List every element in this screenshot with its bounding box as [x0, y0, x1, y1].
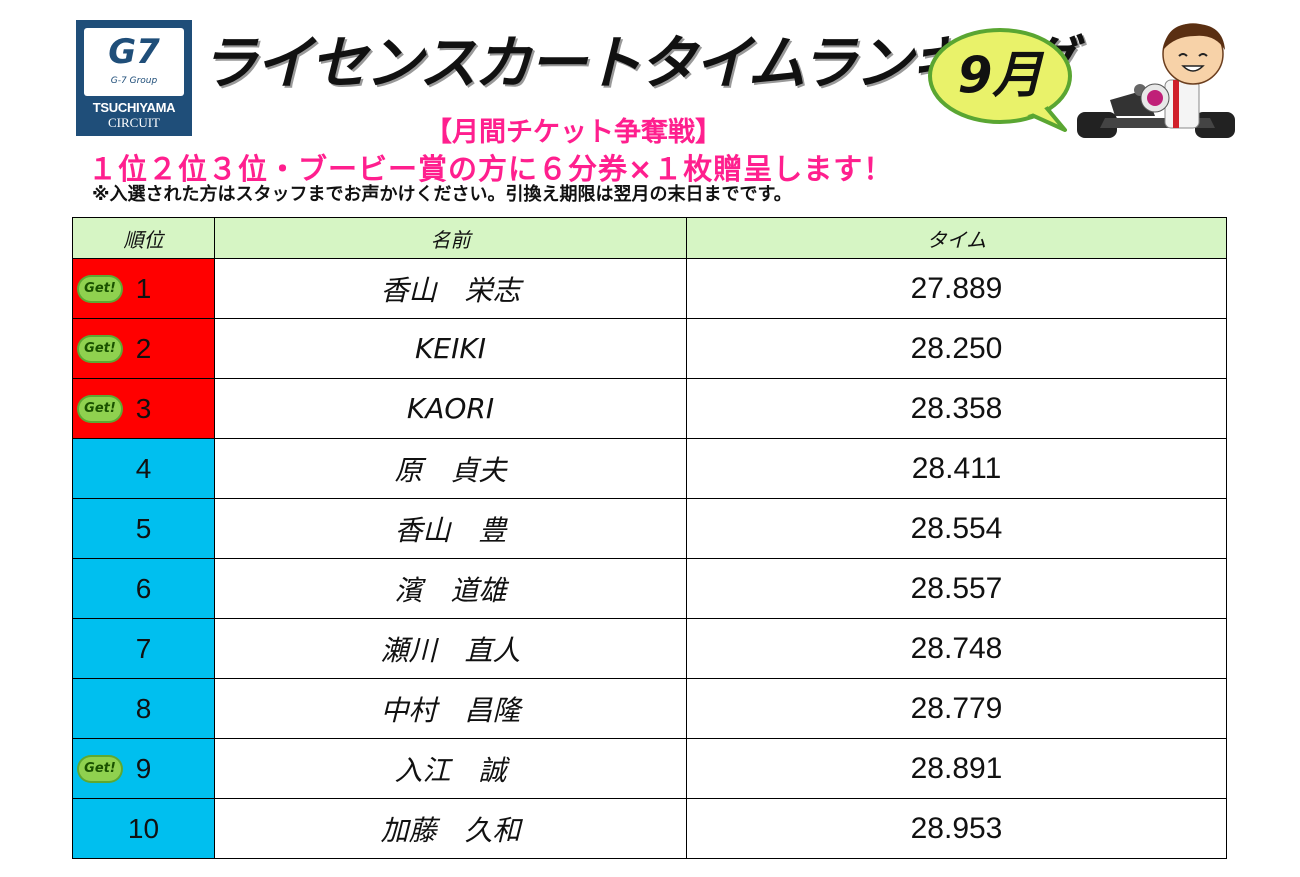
ranking-table: 順位 名前 タイム Get! 1 香山 栄志 27.889 Get! 2 KEIKI 28.2…	[72, 217, 1227, 859]
campaign-subtitle: 【月間チケット争奪戦】	[425, 117, 722, 148]
table-row: 7 瀬川 直人 28.748	[72, 618, 1227, 679]
rank-cell: 7	[72, 618, 215, 679]
rank-cell: Get! 2	[72, 318, 215, 379]
note-text: ※入選された方はスタッフまでお声かけください。引換え期限は翌月の末日までです。	[92, 184, 792, 205]
table-row: 4 原 貞夫 28.411	[72, 438, 1227, 499]
lap-time: 28.557	[910, 571, 1003, 605]
table-row: 10 加藤 久和 28.953	[72, 798, 1227, 859]
rank-cell: Get! 1	[72, 258, 215, 319]
get-badge-icon: Get!	[79, 276, 121, 301]
driver-name: 香山 栄志	[214, 258, 687, 319]
logo-group-text: G-7 Group	[110, 76, 158, 86]
lap-time-cell: 28.358	[686, 378, 1227, 439]
lap-time-cell: 28.779	[686, 678, 1227, 739]
rank-cell: Get! 3	[72, 378, 215, 439]
lap-time: 28.250	[910, 331, 1003, 365]
table-header-row: 順位 名前 タイム	[72, 217, 1227, 259]
lap-time-cell: 27.889	[686, 258, 1227, 319]
rank-cell: 8	[72, 678, 215, 739]
rank-number: 6	[135, 573, 152, 604]
lap-time-cell: 28.250	[686, 318, 1227, 379]
prize-text: １位２位３位・ブービー賞の方に６分券×１枚贈呈します！	[88, 152, 894, 186]
rank-number: 1	[135, 273, 152, 304]
driver-name: 瀬川 直人	[214, 618, 687, 679]
table-row: Get! 1 香山 栄志 27.889	[72, 258, 1227, 319]
lap-time-cell: 28.891	[686, 738, 1227, 799]
rank-number: 10	[127, 813, 160, 844]
lap-time-cell: 28.953	[686, 798, 1227, 859]
lap-time: 28.953	[910, 811, 1003, 845]
month-bubble	[928, 28, 1072, 132]
table-row: 5 香山 豊 28.554	[72, 498, 1227, 559]
table-row: 8 中村 昌隆 28.779	[72, 678, 1227, 739]
header-time: タイム	[686, 217, 1227, 259]
lap-time: 28.891	[910, 751, 1003, 785]
driver-name: 加藤 久和	[214, 798, 687, 859]
get-badge-icon: Get!	[79, 756, 121, 781]
lap-time: 28.554	[910, 511, 1003, 545]
lap-time: 28.411	[911, 451, 1002, 485]
lap-time-cell: 28.554	[686, 498, 1227, 559]
lap-time: 27.889	[910, 271, 1003, 305]
header-name: 名前	[214, 217, 687, 259]
circuit-logo: G7 G-7 Group TSUCHIYAMA CIRCUIT	[76, 20, 192, 136]
lap-time-cell: 28.557	[686, 558, 1227, 619]
rank-number: 2	[135, 333, 152, 364]
header-rank: 順位	[72, 217, 215, 259]
lap-time-cell: 28.411	[686, 438, 1227, 499]
mascot-kart-illustration	[1077, 23, 1235, 138]
rank-number: 9	[135, 753, 152, 784]
logo-mark: G7	[108, 32, 160, 72]
logo-sub: CIRCUIT	[108, 115, 160, 130]
lap-time: 28.358	[910, 391, 1003, 425]
driver-name: KEIKI	[214, 318, 687, 379]
logo-name: TSUCHIYAMA	[92, 100, 176, 115]
logo-badge: G7 G-7 Group	[84, 28, 184, 96]
rank-number: 4	[135, 453, 152, 484]
rank-number: 7	[135, 633, 152, 664]
rank-number: 5	[135, 513, 152, 544]
driver-name: 濱 道雄	[214, 558, 687, 619]
rank-cell: 4	[72, 438, 215, 499]
get-badge-icon: Get!	[79, 336, 121, 361]
lap-time: 28.748	[910, 631, 1003, 665]
driver-name: 入江 誠	[214, 738, 687, 799]
rank-cell: Get! 9	[72, 738, 215, 799]
driver-name: KAORI	[214, 378, 687, 439]
rank-number: 8	[135, 693, 152, 724]
rank-number: 3	[135, 393, 152, 424]
get-badge-icon: Get!	[79, 396, 121, 421]
lap-time-cell: 28.748	[686, 618, 1227, 679]
driver-name: 中村 昌隆	[214, 678, 687, 739]
month-label: 9月	[957, 46, 1043, 104]
rank-cell: 5	[72, 498, 215, 559]
table-row: Get! 3 KAORI 28.358	[72, 378, 1227, 439]
driver-name: 香山 豊	[214, 498, 687, 559]
driver-name: 原 貞夫	[214, 438, 687, 499]
rank-cell: 6	[72, 558, 215, 619]
lap-time: 28.779	[910, 691, 1003, 725]
table-row: 6 濱 道雄 28.557	[72, 558, 1227, 619]
rank-cell: 10	[72, 798, 215, 859]
table-row: Get! 2 KEIKI 28.250	[72, 318, 1227, 379]
table-row: Get! 9 入江 誠 28.891	[72, 738, 1227, 799]
